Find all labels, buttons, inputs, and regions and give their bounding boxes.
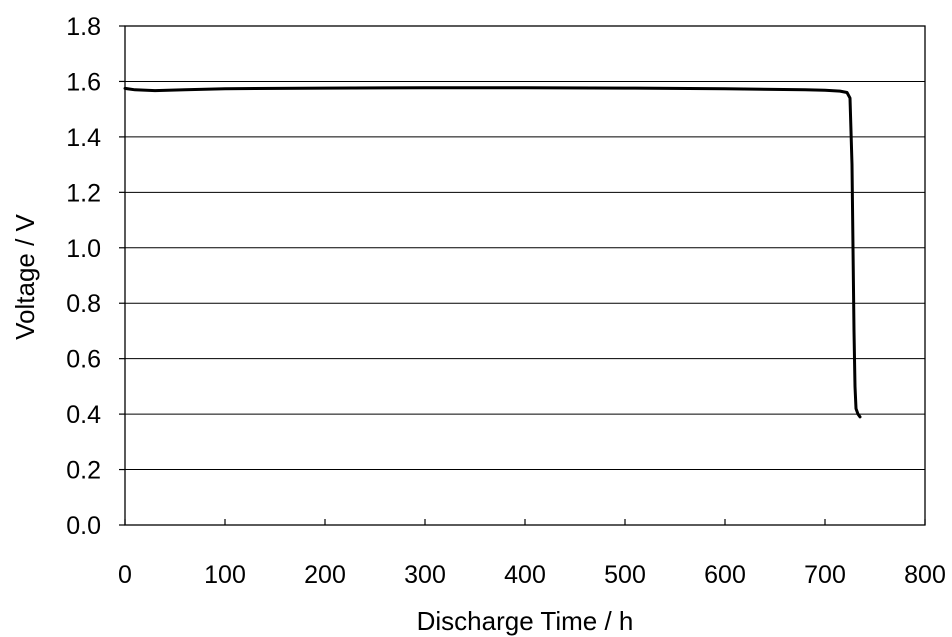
y-tick-label: 0.6 [66, 346, 101, 374]
x-tick-label: 100 [204, 561, 246, 589]
series-line [123, 86, 862, 419]
series-layer [123, 86, 862, 419]
x-tick-label: 400 [504, 561, 546, 589]
y-tick-label: 0.8 [66, 290, 101, 318]
plot-area-frame [124, 25, 926, 526]
grid-lines [125, 25, 925, 471]
x-tick-label: 800 [904, 561, 946, 589]
y-tick-label: 0.2 [66, 457, 101, 485]
x-axis-title: Discharge Time / h [417, 606, 634, 636]
y-tick-label: 1.8 [66, 13, 101, 41]
y-tick-label: 1.6 [66, 68, 101, 96]
x-tick-label: 600 [704, 561, 746, 589]
y-tick-label: 0.0 [66, 512, 101, 540]
x-tick-label: 700 [804, 561, 846, 589]
x-axis-ticks: 0 100 200 300 400 500 600 700 800 [118, 519, 946, 589]
x-tick-label: 300 [404, 561, 446, 589]
x-tick-label: 0 [118, 561, 132, 589]
y-tick-label: 1.2 [66, 179, 101, 207]
y-axis-title: Voltage / V [10, 213, 40, 339]
x-tick-label: 200 [304, 561, 346, 589]
y-tick-label: 1.4 [66, 124, 101, 152]
y-tick-label: 1.0 [66, 235, 101, 263]
y-axis-ticks: 0.0 0.2 0.4 0.6 0.8 1.0 1.2 1.4 1.6 1.8 [66, 13, 125, 540]
x-tick-label: 500 [604, 561, 646, 589]
y-tick-label: 0.4 [66, 401, 101, 429]
